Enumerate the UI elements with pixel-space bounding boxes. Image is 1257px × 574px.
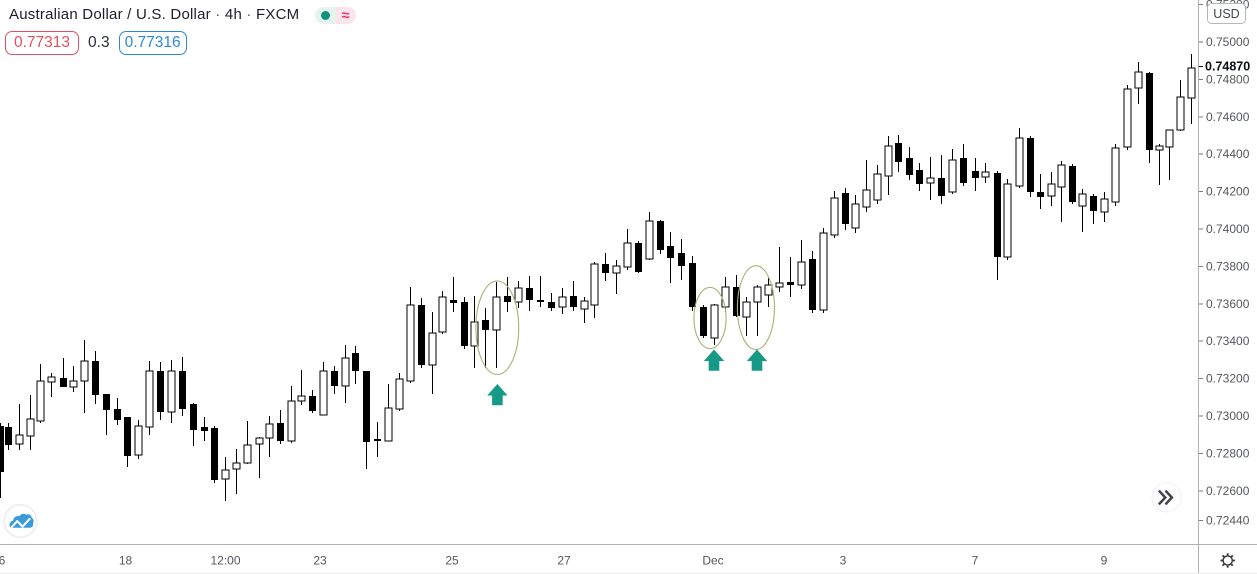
svg-text:27: 27 [557,554,571,568]
svg-text:0.74600: 0.74600 [1206,110,1250,124]
svg-text:6: 6 [0,554,6,568]
svg-text:0.73600: 0.73600 [1206,297,1250,311]
svg-text:9: 9 [1101,554,1108,568]
svg-text:0.73000: 0.73000 [1206,409,1250,423]
svg-text:18: 18 [119,554,133,568]
svg-text:0.72600: 0.72600 [1206,484,1250,498]
svg-text:12:00: 12:00 [210,554,240,568]
svg-text:0.75000: 0.75000 [1206,35,1250,49]
svg-text:0.72800: 0.72800 [1206,446,1250,460]
svg-text:0.74800: 0.74800 [1206,72,1250,86]
svg-text:23: 23 [313,554,327,568]
svg-text:0.74200: 0.74200 [1206,185,1250,199]
svg-text:25: 25 [445,554,459,568]
svg-text:0.72440: 0.72440 [1206,514,1250,528]
svg-text:3: 3 [840,554,847,568]
svg-text:0.73400: 0.73400 [1206,334,1250,348]
svg-text:0.74400: 0.74400 [1206,147,1250,161]
svg-text:0.74000: 0.74000 [1206,222,1250,236]
svg-text:7: 7 [972,554,979,568]
svg-text:USD: USD [1213,7,1239,21]
svg-text:0.74870: 0.74870 [1205,60,1250,74]
svg-text:0.73200: 0.73200 [1206,372,1250,386]
svg-text:Dec: Dec [702,554,723,568]
svg-text:0.73800: 0.73800 [1206,259,1250,273]
